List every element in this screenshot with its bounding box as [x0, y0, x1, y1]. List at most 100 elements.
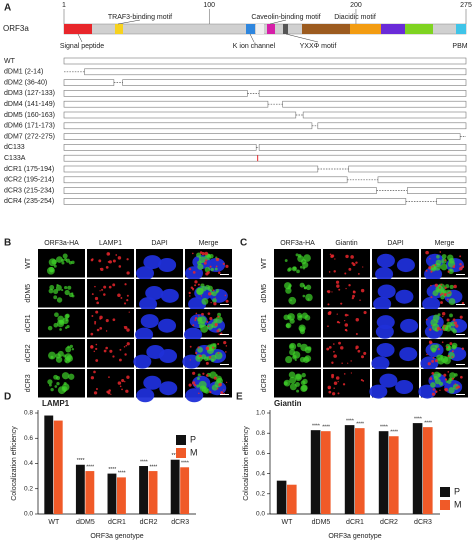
signal [449, 372, 456, 379]
signal [443, 326, 446, 329]
signal [355, 345, 359, 349]
signal [440, 301, 443, 304]
signal [199, 251, 203, 254]
nucleus [379, 373, 398, 388]
x-tick-label: dCR1 [346, 519, 364, 526]
signal [50, 355, 54, 359]
micrograph [323, 339, 370, 368]
signal [332, 392, 336, 396]
signal [117, 293, 121, 298]
legend-swatch [176, 448, 186, 458]
signal [337, 392, 340, 395]
signal [455, 324, 459, 328]
signal [68, 292, 74, 298]
signal [300, 380, 306, 386]
signal [299, 265, 303, 269]
signal [448, 291, 451, 294]
construct-segment [63, 198, 407, 205]
signal [327, 303, 330, 306]
signal [53, 322, 59, 328]
signal [327, 311, 332, 316]
signal [459, 315, 463, 319]
signal [191, 252, 194, 255]
construct-segment [377, 176, 467, 184]
signal [446, 318, 450, 322]
signal [120, 297, 123, 299]
nucleus [135, 266, 154, 281]
signal [333, 387, 335, 389]
y-axis-label: Colocalization efficiency [11, 426, 18, 501]
construct-name: dC133 [4, 144, 25, 151]
signal [199, 354, 202, 358]
signal [188, 291, 191, 295]
micrograph [418, 369, 468, 399]
signal [355, 333, 358, 336]
signal [344, 272, 347, 275]
signal [350, 360, 352, 362]
signal [296, 342, 302, 348]
signal [453, 284, 457, 289]
signal [338, 288, 341, 291]
signal [459, 266, 463, 271]
signal [435, 390, 438, 393]
signal [431, 265, 434, 268]
nucleus [369, 384, 388, 399]
signal [112, 355, 115, 358]
signal [193, 383, 197, 387]
signal [123, 302, 127, 305]
nucleus [375, 267, 394, 282]
signal [90, 376, 95, 380]
signal [65, 346, 72, 353]
significance: **** [414, 416, 422, 422]
signal [448, 298, 456, 305]
construct-segment [258, 144, 467, 151]
signal [304, 314, 311, 321]
panel-label: D [4, 392, 11, 403]
signal [124, 283, 127, 286]
x-tick-label: dCR3 [171, 519, 189, 526]
signal [443, 356, 451, 365]
bar [107, 473, 117, 514]
signal [206, 320, 209, 323]
signal [100, 267, 104, 271]
motif-label: Caveolin-binding motif [251, 14, 320, 21]
nucleus [158, 258, 177, 273]
construct-name: dDM2 (36-40) [4, 79, 47, 86]
signal [288, 296, 297, 305]
nucleus [395, 289, 414, 304]
signal [287, 286, 291, 290]
signal [190, 286, 194, 289]
signal [328, 345, 332, 349]
signal [288, 267, 292, 271]
signal [197, 260, 202, 266]
signal [126, 328, 130, 332]
signal [211, 384, 218, 391]
nucleus [377, 284, 396, 299]
signal [362, 266, 364, 268]
signal [342, 383, 346, 386]
micrograph-bg [38, 279, 85, 308]
signal [90, 258, 94, 262]
nucleus [140, 314, 159, 329]
signal [346, 329, 348, 332]
signal [126, 375, 130, 379]
x-tick-label: dCR2 [380, 519, 398, 526]
signal [94, 320, 97, 324]
signal [303, 286, 307, 290]
micrograph-bg [274, 309, 321, 338]
signal [444, 294, 447, 296]
signal [430, 284, 432, 287]
signal [333, 270, 336, 273]
signal [99, 290, 101, 292]
column-header: ORF3a-HA [44, 240, 79, 247]
motif-label: YXXΦ motif [300, 43, 337, 50]
signal [438, 381, 444, 386]
y-tick-label: 0.6 [24, 435, 33, 442]
signal [207, 285, 213, 292]
signal [71, 348, 75, 351]
signal [432, 388, 436, 391]
signal [434, 378, 441, 385]
signal [442, 328, 445, 331]
signal [108, 260, 112, 264]
signal [203, 356, 209, 362]
